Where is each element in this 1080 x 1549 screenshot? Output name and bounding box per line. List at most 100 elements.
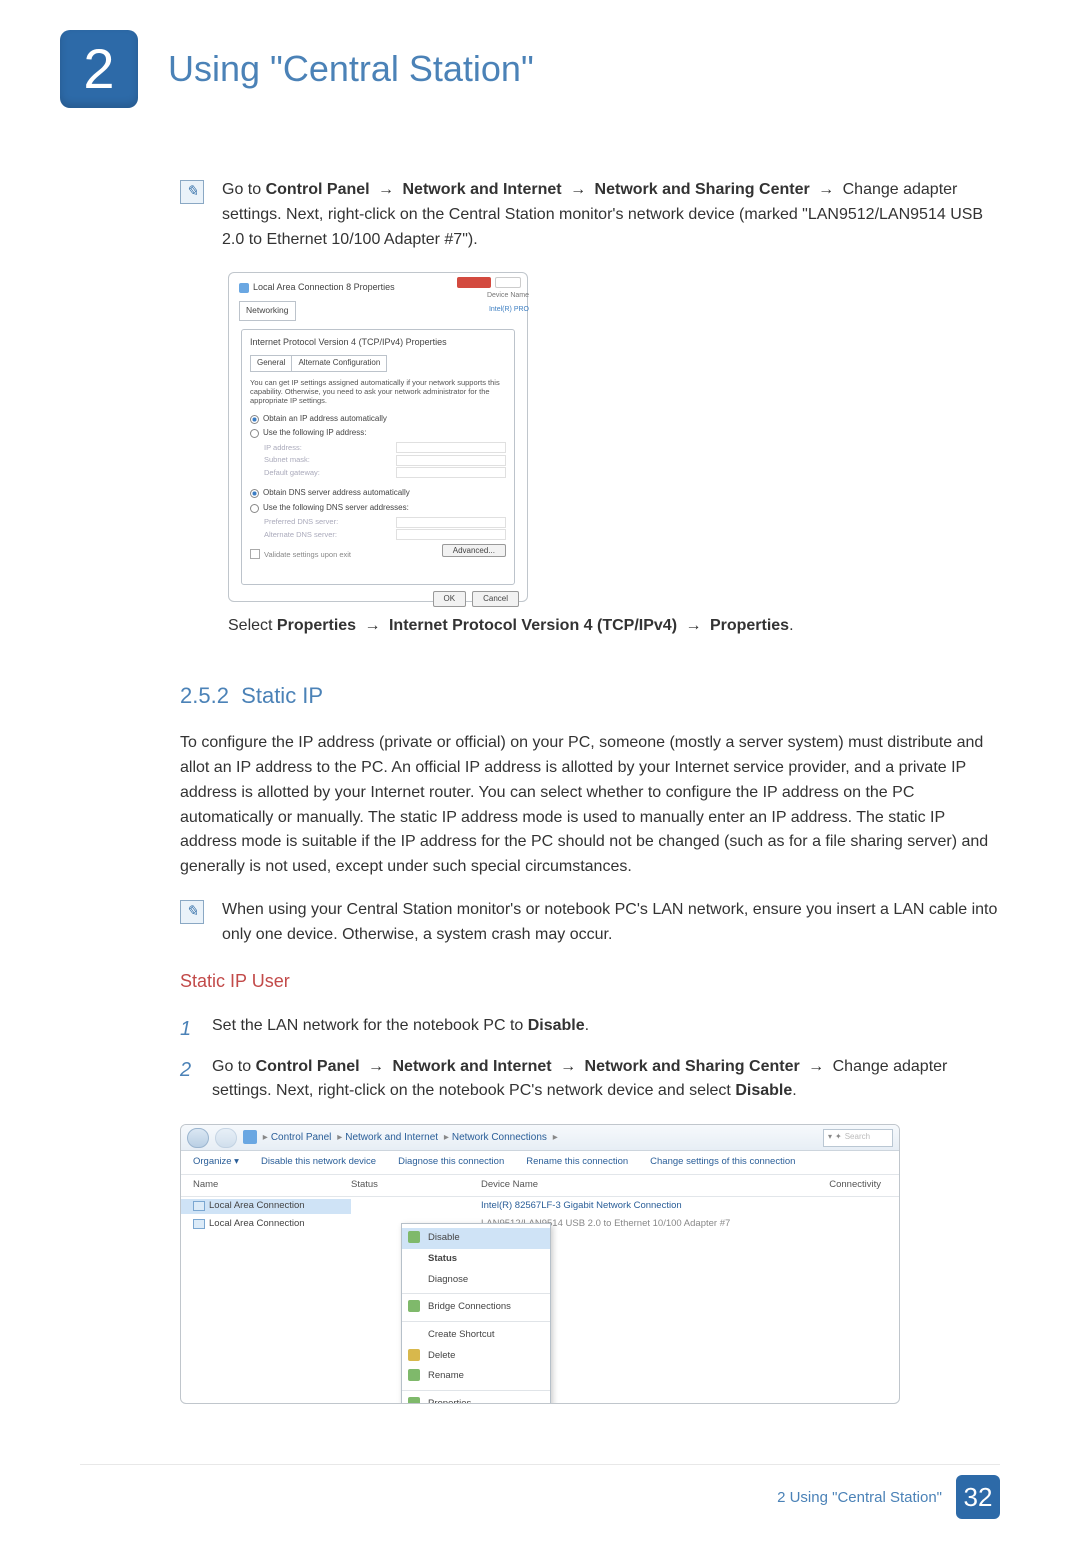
bold: Disable <box>735 1082 792 1099</box>
arrow-icon: → <box>365 617 381 634</box>
cell: Local Area Connection <box>209 1217 305 1232</box>
path-part: Network and Internet <box>403 181 562 198</box>
back-button[interactable] <box>187 1128 209 1148</box>
arrow-icon: → <box>560 1058 576 1075</box>
txt: Set the LAN network for the notebook PC … <box>212 1017 528 1034</box>
step-1: 1 Set the LAN network for the notebook P… <box>180 1014 1000 1045</box>
screenshot-network-connections: ▸Control Panel ▸Network and Internet ▸Ne… <box>180 1124 900 1404</box>
bold: Disable <box>528 1017 585 1034</box>
arrow-icon: → <box>818 181 834 198</box>
ok-button[interactable]: OK <box>433 591 467 607</box>
menu-bridge[interactable]: Bridge Connections <box>402 1297 550 1318</box>
label: Properties <box>428 1398 471 1404</box>
menu-status[interactable]: Status <box>402 1249 550 1270</box>
col-device[interactable]: Device Name <box>481 1178 731 1193</box>
ipv4-dialog: Internet Protocol Version 4 (TCP/IPv4) P… <box>241 329 515 585</box>
shield-icon <box>408 1349 420 1361</box>
label: Delete <box>428 1350 455 1361</box>
step-2: 2 Go to Control Panel → Network and Inte… <box>180 1055 1000 1105</box>
close-icon[interactable] <box>457 277 491 288</box>
subheading: Static IP User <box>180 968 1000 996</box>
diagnose-button[interactable]: Diagnose this connection <box>398 1155 504 1170</box>
radio-auto-dns[interactable]: Obtain DNS server address automatically <box>250 487 506 499</box>
menu-disable[interactable]: Disable <box>402 1228 550 1249</box>
path-part: Control Panel <box>256 1058 360 1075</box>
tab-general[interactable]: General <box>250 355 292 371</box>
path-part: Properties <box>277 617 356 634</box>
note-icon: ✎ <box>180 180 204 204</box>
organize-menu[interactable]: Organize ▾ <box>193 1155 239 1170</box>
help-text: You can get IP settings assigned automat… <box>250 378 506 405</box>
col-name[interactable]: Name <box>181 1178 351 1193</box>
change-settings-button[interactable]: Change settings of this connection <box>650 1155 795 1170</box>
path-part: Network and Sharing Center <box>595 181 810 198</box>
body-paragraph: To configure the IP address (private or … <box>180 731 1000 880</box>
chapter-badge: 2 <box>60 30 138 108</box>
section-num: 2.5.2 <box>180 683 229 708</box>
path-part: Control Panel <box>266 181 370 198</box>
radio-static-dns[interactable]: Use the following DNS server addresses: <box>250 502 506 514</box>
shield-icon <box>408 1231 420 1243</box>
col-status[interactable]: Status <box>351 1178 481 1193</box>
menu-diagnose[interactable]: Diagnose <box>402 1270 550 1291</box>
txt: . <box>789 617 793 634</box>
column-headers: Name Status Device Name Connectivity <box>181 1175 899 1197</box>
txt: . <box>585 1017 589 1034</box>
label-ip: IP address: <box>264 442 302 454</box>
nic-icon <box>193 1201 205 1211</box>
advanced-button[interactable]: Advanced... <box>442 544 506 557</box>
subnet-field[interactable] <box>396 455 506 466</box>
arrow-icon: → <box>368 1058 384 1075</box>
label: Bridge Connections <box>428 1301 511 1312</box>
tab-alternate[interactable]: Alternate Configuration <box>291 355 387 371</box>
menu-shortcut[interactable]: Create Shortcut <box>402 1325 550 1346</box>
label-gateway: Default gateway: <box>264 467 320 479</box>
crumb[interactable]: Network Connections <box>452 1132 547 1143</box>
ip-field[interactable] <box>396 442 506 453</box>
dns2-field[interactable] <box>396 529 506 540</box>
label-dns2: Alternate DNS server: <box>264 529 337 541</box>
cell: Local Area Connection <box>209 1199 305 1214</box>
crumb[interactable]: Network and Internet <box>345 1132 438 1143</box>
minmax-icon[interactable] <box>495 277 521 288</box>
rename-button[interactable]: Rename this connection <box>526 1155 628 1170</box>
section-title: Static IP <box>241 683 323 708</box>
cell: Intel(R) 82567LF-3 Gigabit Network Conne… <box>481 1199 881 1214</box>
crumb[interactable]: Control Panel <box>271 1132 332 1143</box>
label: Rename <box>428 1370 464 1381</box>
disable-device-button[interactable]: Disable this network device <box>261 1155 376 1170</box>
address-bar: ▸Control Panel ▸Network and Internet ▸Ne… <box>181 1125 899 1151</box>
page-number: 32 <box>956 1475 1000 1519</box>
caption-line: Select Properties → Internet Protocol Ve… <box>228 614 1000 639</box>
label-subnet: Subnet mask: <box>264 454 310 466</box>
cancel-button[interactable]: Cancel <box>472 591 519 607</box>
menu-properties[interactable]: Properties <box>402 1394 550 1404</box>
toolbar: Organize ▾ Disable this network device D… <box>181 1151 899 1175</box>
shield-icon <box>408 1397 420 1404</box>
search-input[interactable]: ▾✦Search <box>823 1129 893 1147</box>
arrow-icon: → <box>685 617 701 634</box>
step-number: 1 <box>180 1014 198 1045</box>
step-number: 2 <box>180 1055 198 1105</box>
section-heading: 2.5.2 Static IP <box>80 679 1000 713</box>
txt: Select <box>228 617 277 634</box>
menu-rename[interactable]: Rename <box>402 1366 550 1387</box>
col-connectivity[interactable]: Connectivity <box>731 1178 899 1193</box>
note-icon: ✎ <box>180 900 204 924</box>
txt: Go to <box>222 181 266 198</box>
radio-auto-ip[interactable]: Obtain an IP address automatically <box>250 413 506 425</box>
gateway-field[interactable] <box>396 467 506 478</box>
breadcrumb[interactable]: ▸Control Panel ▸Network and Internet ▸Ne… <box>243 1130 561 1146</box>
dialog-title: Internet Protocol Version 4 (TCP/IPv4) P… <box>250 336 506 350</box>
shield-icon <box>408 1369 420 1381</box>
forward-button[interactable] <box>215 1128 237 1148</box>
tab-networking[interactable]: Networking <box>239 301 296 320</box>
menu-delete[interactable]: Delete <box>402 1346 550 1367</box>
footer-text: 2 Using "Central Station" <box>777 1486 942 1509</box>
dns1-field[interactable] <box>396 517 506 528</box>
label: Intel(R) PRO <box>489 305 529 316</box>
table-row[interactable]: Local Area Connection Intel(R) 82567LF-3… <box>181 1197 899 1215</box>
screenshot-tcpip-properties: Local Area Connection 8 Properties Devic… <box>228 272 528 602</box>
radio-static-ip[interactable]: Use the following IP address: <box>250 427 506 439</box>
page-footer: 2 Using "Central Station" 32 <box>80 1464 1000 1519</box>
